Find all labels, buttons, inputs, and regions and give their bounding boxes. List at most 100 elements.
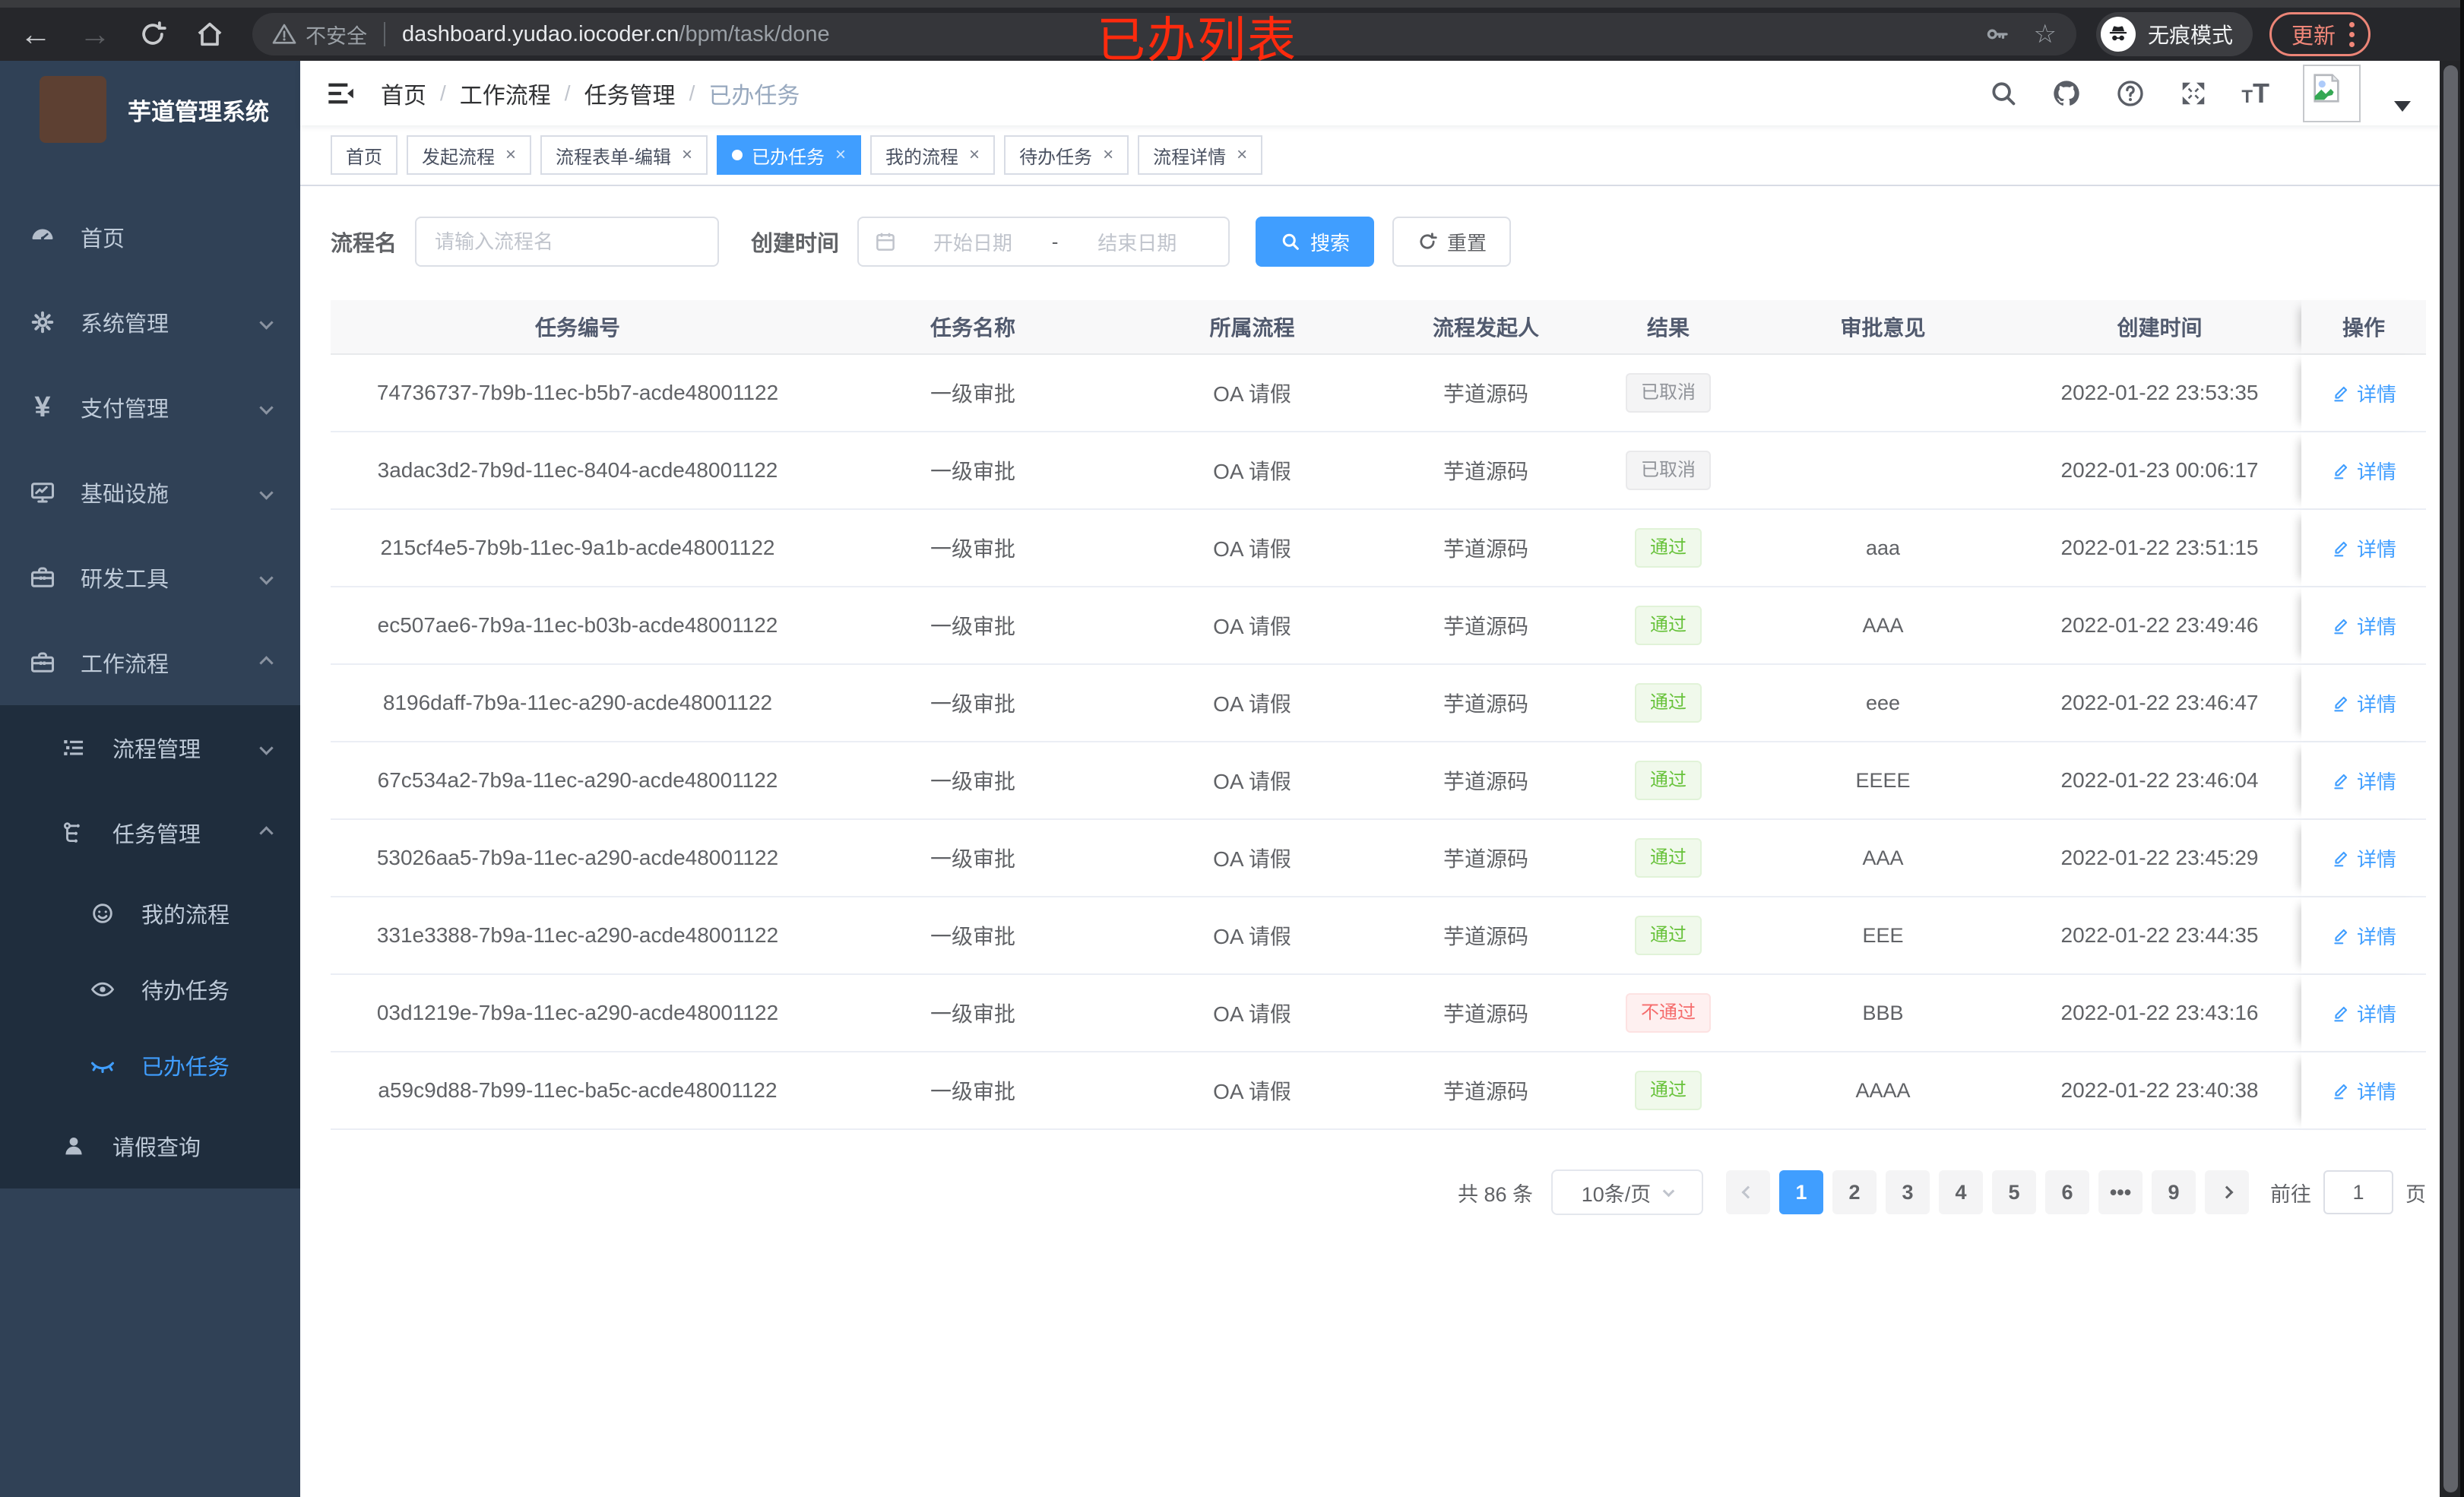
avatar-dropdown-caret[interactable] [2394, 100, 2411, 112]
process-name-input[interactable] [415, 217, 720, 267]
detail-link[interactable]: 详情 [2331, 1077, 2396, 1105]
tab[interactable]: 发起流程 × [407, 135, 532, 175]
detail-link[interactable]: 详情 [2331, 922, 2396, 950]
breadcrumb-workflow[interactable]: 工作流程 [459, 83, 551, 109]
close-icon[interactable]: × [505, 144, 517, 165]
goto-page-input[interactable] [2323, 1170, 2393, 1214]
browser-scrollbar[interactable] [2440, 61, 2464, 1497]
tab[interactable]: 流程详情 × [1138, 135, 1263, 175]
not-secure-warning[interactable]: 不安全 [272, 20, 367, 49]
cell-starter: 芋道源码 [1443, 847, 1528, 871]
browser-forward-icon[interactable]: → [79, 16, 111, 52]
column-header: 结果 [1646, 316, 1690, 340]
breadcrumb-home[interactable]: 首页 [381, 83, 426, 109]
page-number-button[interactable]: 3 [1886, 1170, 1930, 1214]
page-number-button[interactable]: 6 [2045, 1170, 2089, 1214]
page-number-button[interactable]: 5 [1992, 1170, 2036, 1214]
sidebar-item-home[interactable]: 首页 [0, 195, 300, 280]
help-icon[interactable] [2115, 78, 2146, 109]
detail-link[interactable]: 详情 [2331, 379, 2396, 407]
cell-process: OA 请假 [1213, 925, 1291, 948]
detail-link[interactable]: 详情 [2331, 457, 2396, 485]
detail-link[interactable]: 详情 [2331, 689, 2396, 717]
url-bar[interactable]: 不安全 dashboard.yudao.iocoder.cn/bpm/task/… [252, 13, 2076, 55]
search-icon[interactable] [1989, 79, 2018, 108]
page-number-button[interactable]: 4 [1939, 1170, 1983, 1214]
detail-link[interactable]: 详情 [2331, 999, 2396, 1027]
reset-button[interactable]: 重置 [1392, 217, 1512, 267]
detail-link[interactable]: 详情 [2331, 767, 2396, 795]
page-number-button[interactable]: 1 [1779, 1170, 1823, 1214]
fullscreen-icon[interactable] [2179, 79, 2208, 108]
next-page-button[interactable] [2205, 1170, 2249, 1214]
cell-actions: 详情 [2301, 1052, 2426, 1128]
cell-starter: 芋道源码 [1443, 692, 1528, 716]
search-button[interactable]: 搜索 [1256, 217, 1375, 267]
cell-actions: 详情 [2301, 587, 2426, 663]
detail-link[interactable]: 详情 [2331, 534, 2396, 562]
browser-back-icon[interactable]: ← [20, 16, 52, 52]
sidebar-item-my-process[interactable]: 我的流程 [0, 875, 300, 951]
close-icon[interactable]: × [1237, 144, 1248, 165]
close-icon[interactable]: × [969, 144, 980, 165]
avatar[interactable] [2303, 64, 2361, 122]
sidebar-item-system[interactable]: 系统管理 [0, 280, 300, 365]
cell-opinion: AAAA [1855, 1078, 1911, 1102]
result-badge: 通过 [1635, 760, 1702, 801]
sidebar-item-infra[interactable]: 基础设施 [0, 450, 300, 535]
cell-result: 通过 [1588, 742, 1748, 818]
url-text: dashboard.yudao.iocoder.cn/bpm/task/done [402, 21, 830, 46]
page-number-button[interactable]: 2 [1832, 1170, 1877, 1214]
page-number-button[interactable]: 9 [2152, 1170, 2196, 1214]
sidebar-header: 芋道管理系统 [0, 61, 300, 158]
sidebar-item-workflow[interactable]: 工作流程 [0, 620, 300, 705]
sidebar-item-todo-tasks[interactable]: 待办任务 [0, 951, 300, 1027]
tab[interactable]: 我的流程 × [870, 135, 996, 175]
start-date-placeholder: 开始日期 [933, 231, 1012, 255]
tab[interactable]: 首页 × [331, 135, 397, 175]
cell-task-name: 一级审批 [930, 460, 1015, 483]
key-icon[interactable] [1984, 21, 2011, 48]
result-badge: 通过 [1635, 915, 1702, 956]
sidebar-item-done-tasks[interactable]: 已办任务 [0, 1027, 300, 1103]
sidebar-item-payment[interactable]: ¥ 支付管理 [0, 365, 300, 450]
scrollbar-thumb[interactable] [2443, 65, 2458, 1492]
cell-created: 2022-01-22 23:40:38 [2060, 1078, 2259, 1102]
tab[interactable]: 已办任务 × [717, 135, 862, 175]
table-row: 74736737-7b9b-11ec-b5b7-acde48001122 一级审… [331, 355, 2426, 432]
detail-link[interactable]: 详情 [2331, 612, 2396, 640]
active-dot [732, 150, 743, 160]
column-header: 操作 [2301, 300, 2426, 353]
close-icon[interactable]: × [1103, 144, 1114, 165]
collapse-sidebar-icon[interactable] [326, 78, 356, 109]
close-icon[interactable]: × [682, 144, 693, 165]
github-icon[interactable] [2051, 78, 2082, 109]
sidebar-item-devtools[interactable]: 研发工具 [0, 535, 300, 620]
chevron-down-icon [259, 400, 274, 415]
sidebar-item-process-mgmt[interactable]: 流程管理 [0, 705, 300, 790]
browser-reload-icon[interactable] [138, 20, 167, 49]
chevron-up-icon [259, 655, 274, 670]
browser-update-button[interactable]: 更新 [2269, 12, 2371, 56]
tab[interactable]: 流程表单-编辑 × [540, 135, 708, 175]
font-size-icon[interactable]: TT [2241, 77, 2269, 109]
date-range-picker[interactable]: 开始日期 - 结束日期 [857, 217, 1230, 267]
tab[interactable]: 待办任务 × [1004, 135, 1129, 175]
page-size-select[interactable]: 10条/页 [1551, 1169, 1703, 1215]
page-number-button[interactable]: ••• [2098, 1170, 2143, 1214]
cell-created: 2022-01-22 23:46:04 [2060, 768, 2259, 792]
cell-created: 2022-01-22 23:49:46 [2060, 613, 2259, 637]
breadcrumb-task-mgmt[interactable]: 任务管理 [584, 83, 676, 109]
close-icon[interactable]: × [835, 144, 847, 165]
cell-task-id: 74736737-7b9b-11ec-b5b7-acde48001122 [376, 381, 779, 404]
cell-result: 不通过 [1588, 975, 1748, 1051]
face-icon [88, 900, 117, 926]
detail-link[interactable]: 详情 [2331, 844, 2396, 872]
sidebar-item-task-mgmt[interactable]: 任务管理 [0, 790, 300, 875]
browser-home-icon[interactable] [195, 19, 225, 49]
bookmark-star-icon[interactable]: ☆ [2033, 20, 2057, 49]
cell-opinion: eee [1865, 691, 1901, 714]
browser-menu-icon[interactable] [2349, 21, 2355, 47]
prev-page-button[interactable] [1726, 1170, 1770, 1214]
sidebar-item-leave-query[interactable]: 请假查询 [0, 1103, 300, 1188]
